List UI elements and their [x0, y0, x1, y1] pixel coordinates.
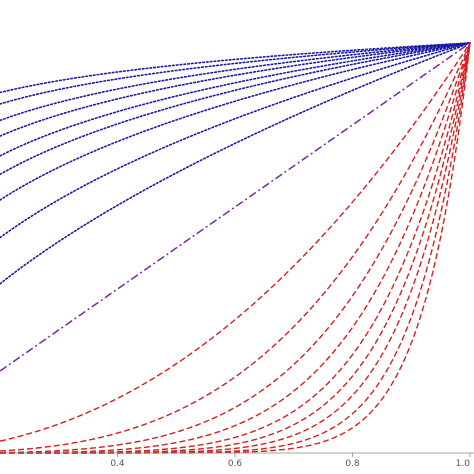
- series-line-linear-10: [0, 42, 471, 372]
- series-line-concave-5: [0, 42, 471, 157]
- series-line-concave-3: [0, 42, 471, 122]
- series-line-convex-19: [0, 42, 471, 454]
- series-line-concave-4: [0, 42, 471, 137]
- series-line-convex-11: [0, 42, 471, 442]
- series-line-convex-17: [0, 42, 471, 454]
- series-line-convex-15: [0, 42, 471, 454]
- x-tick-label: 0.4: [110, 459, 125, 469]
- x-axis-ticks: 0.4 0.6 0.8 1.0: [110, 453, 471, 469]
- series-line-convex-13: [0, 42, 471, 454]
- series-line-convex-16: [0, 42, 471, 454]
- curves-layer: [0, 42, 471, 454]
- series-line-concave-2: [0, 42, 471, 105]
- x-tick-label: 0.6: [228, 459, 243, 469]
- series-line-convex-12: [0, 42, 471, 452]
- series-line-concave-6: [0, 42, 471, 176]
- series-line-convex-18: [0, 42, 471, 454]
- x-tick-label: 0.8: [345, 459, 360, 469]
- series-line-concave-9: [0, 42, 471, 285]
- x-tick-label: 1.0: [456, 459, 471, 469]
- series-line-concave-8: [0, 42, 471, 239]
- series-line-convex-14: [0, 42, 471, 454]
- series-line-concave-7: [0, 42, 471, 201]
- series-line-concave-1: [0, 42, 471, 94]
